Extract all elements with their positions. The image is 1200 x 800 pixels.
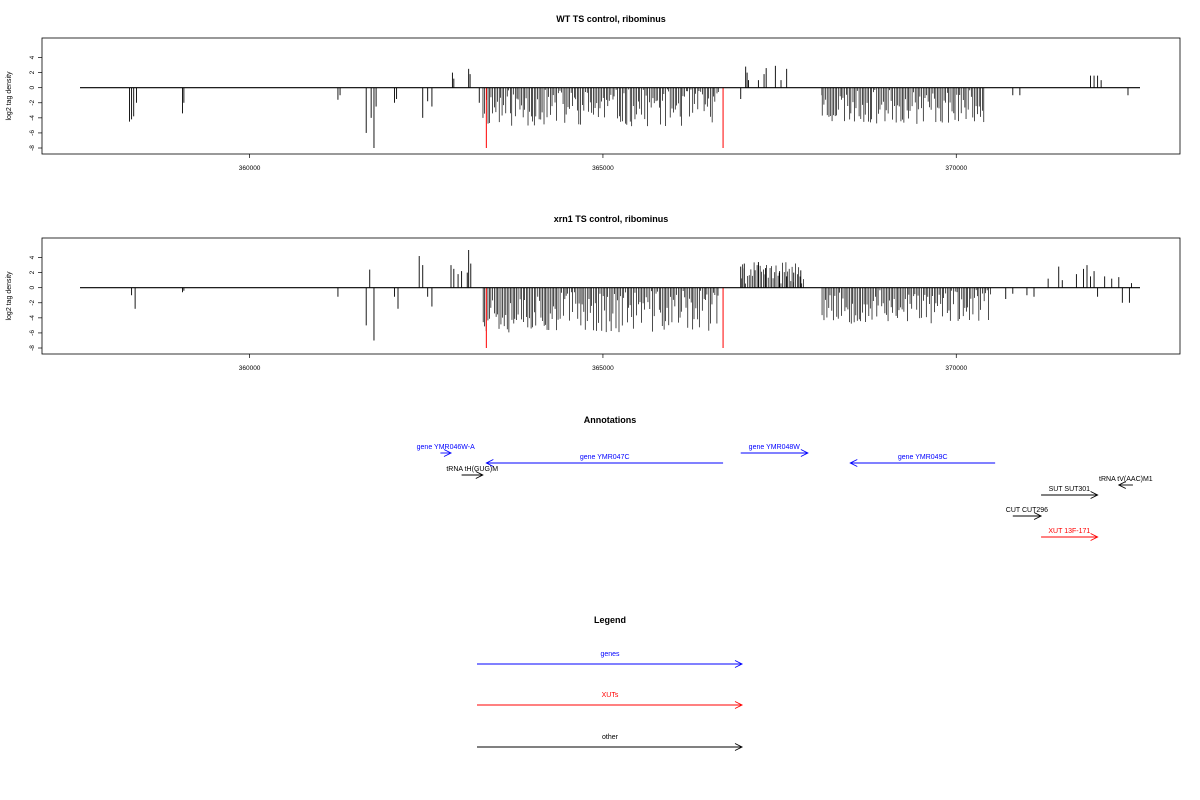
annotations-track: Annotations gene YMR046W-A gene YMR047C tRN… bbox=[417, 415, 1153, 541]
annotation-arrow bbox=[461, 471, 484, 479]
plot-frame bbox=[41, 37, 1181, 155]
y-tick-label: -4 bbox=[29, 315, 36, 321]
y-tick-label: 4 bbox=[29, 255, 36, 259]
y-tick-label: -6 bbox=[29, 130, 36, 136]
panel-xrn1: xrn1 TS control, ribominus log2 tag densi… bbox=[6, 214, 1181, 372]
annotation-label: XUT 13F-171 bbox=[1048, 528, 1090, 535]
x-tick-label: 360000 bbox=[239, 365, 261, 372]
y-axis-label: log2 tag density bbox=[6, 71, 13, 121]
annotation-arrow bbox=[485, 459, 724, 467]
annotation-label: CUT CUT296 bbox=[1006, 507, 1048, 514]
panel-title: WT TS control, ribominus bbox=[556, 14, 666, 24]
y-tick-label: -8 bbox=[29, 145, 36, 151]
legend-panel: Legend genes XUTs other bbox=[477, 615, 744, 751]
y-tick-label: 2 bbox=[29, 70, 36, 74]
annotation-label: tRNA tH(GUG)M bbox=[446, 466, 498, 473]
x-tick-label: 360000 bbox=[239, 165, 261, 172]
legend-title: Legend bbox=[594, 615, 626, 625]
panel-title: xrn1 TS control, ribominus bbox=[554, 214, 669, 224]
annotation-arrow bbox=[849, 459, 996, 467]
y-tick-label: -2 bbox=[29, 299, 36, 305]
plot-frame bbox=[41, 237, 1181, 355]
annotation-label: gene YMR048W bbox=[749, 444, 801, 451]
panel-wt: WT TS control, ribominus log2 tag density… bbox=[6, 14, 1181, 172]
legend-arrow bbox=[477, 660, 744, 668]
legend-label: XUTs bbox=[602, 692, 619, 699]
annotation-label: SUT SUT301 bbox=[1049, 486, 1091, 493]
x-tick-label: 370000 bbox=[945, 165, 967, 172]
annotation-label: gene YMR046W-A bbox=[417, 444, 475, 451]
x-tick-label: 365000 bbox=[592, 165, 614, 172]
y-tick-label: 0 bbox=[29, 86, 36, 90]
y-tick-label: -6 bbox=[29, 330, 36, 336]
legend-arrow bbox=[477, 743, 744, 751]
x-tick-label: 370000 bbox=[945, 365, 967, 372]
annotation-arrow bbox=[440, 449, 453, 457]
annotation-label: tRNA tV(AAC)M1 bbox=[1099, 476, 1153, 483]
legend-arrow bbox=[477, 701, 744, 709]
annotation-arrow bbox=[1041, 491, 1099, 499]
y-tick-label: 0 bbox=[29, 286, 36, 290]
y-tick-label: -4 bbox=[29, 115, 36, 121]
annotation-label: gene YMR047C bbox=[580, 454, 630, 461]
y-tick-label: -2 bbox=[29, 99, 36, 105]
annotation-arrow bbox=[740, 449, 809, 457]
legend-label: genes bbox=[600, 651, 620, 658]
y-axis-label: log2 tag density bbox=[6, 271, 13, 321]
legend-label: other bbox=[602, 734, 619, 741]
annotation-label: gene YMR049C bbox=[898, 454, 948, 461]
x-tick-label: 365000 bbox=[592, 365, 614, 372]
annotations-title: Annotations bbox=[584, 415, 637, 425]
y-tick-label: -8 bbox=[29, 345, 36, 351]
annotation-arrow bbox=[1117, 481, 1133, 489]
y-tick-label: 4 bbox=[29, 55, 36, 59]
annotation-arrow bbox=[1041, 533, 1099, 541]
y-tick-label: 2 bbox=[29, 270, 36, 274]
annotation-arrow bbox=[1012, 512, 1043, 520]
